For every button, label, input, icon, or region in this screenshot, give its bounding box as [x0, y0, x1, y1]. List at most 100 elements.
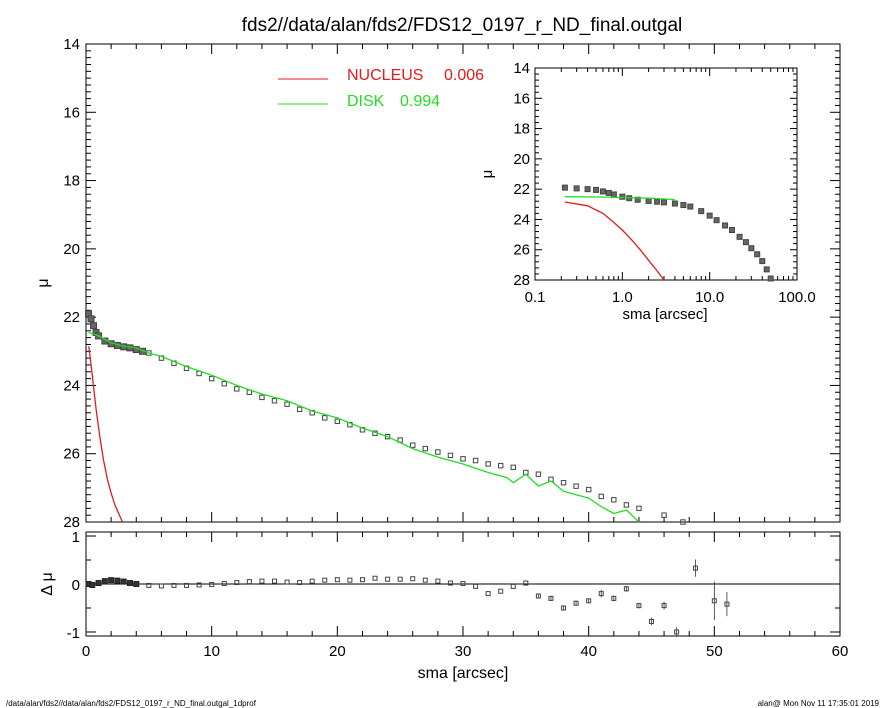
residual-point: [309, 578, 315, 584]
inset-data-point: [593, 186, 600, 193]
data-point: [259, 394, 265, 401]
data-point: [435, 449, 441, 455]
residual-x-axis-label: sma [arcsec]: [418, 665, 509, 682]
residual-point: [548, 595, 554, 601]
inset-panel: 14 16 18 20 22 24 26 280.1 1.0 10.0 100.0 μ sma [a…: [479, 60, 816, 323]
residual-point: [611, 595, 617, 601]
data-point: [334, 418, 341, 424]
residual-point: [561, 605, 567, 611]
inset-y-tick-label: 22: [513, 181, 530, 198]
inset-data-point: [654, 198, 661, 205]
data-point: [422, 445, 429, 452]
data-point: [636, 505, 642, 512]
residual-x-tick-label: 40: [580, 643, 597, 660]
residual-point: [133, 581, 140, 587]
main-y-tick-label: 22: [63, 309, 80, 326]
inset-x-tick-label: 10.0: [695, 289, 724, 306]
residual-y-tick-label: 1: [72, 529, 80, 546]
data-point: [535, 471, 542, 477]
legend-disk-value: 0.994: [400, 93, 440, 110]
residual-point: [234, 580, 240, 586]
inset-disk-model-line: [564, 196, 675, 201]
residual-axis-ticks: 10-10 10 20 30 40 50 60: [67, 529, 849, 660]
residual-y-axis-label: Δ μ: [39, 572, 56, 595]
residual-panel: 10-10 10 20 30 40 50 60 Δ μ sma [arcsec]: [39, 529, 848, 682]
data-point: [510, 464, 516, 471]
data-point: [598, 493, 604, 500]
residual-y-tick-label: 0: [72, 577, 80, 594]
inset-series-group: [561, 184, 774, 282]
data-point: [560, 480, 567, 486]
residual-point: [724, 601, 730, 607]
inset-plot-frame: [534, 67, 798, 281]
residual-x-tick-label: 10: [203, 643, 220, 660]
data-point: [322, 415, 328, 421]
inset-data-point: [706, 212, 713, 219]
main-series-group: [85, 310, 686, 525]
inset-data-point: [634, 196, 641, 203]
inset-data-point: [698, 208, 705, 215]
main-y-tick-label: 18: [63, 173, 80, 190]
residual-point: [573, 600, 579, 606]
data-point: [87, 315, 95, 323]
data-point: [498, 462, 504, 469]
inset-x-axis-label: sma [arcsec]: [622, 306, 707, 323]
residual-point: [435, 578, 441, 584]
residual-point: [586, 598, 592, 604]
residual-x-tick-label: 20: [329, 643, 346, 660]
inset-data-point: [713, 217, 720, 224]
residual-point: [410, 576, 416, 582]
residual-point: [114, 577, 121, 584]
main-y-axis-label: μ: [35, 278, 52, 287]
data-point: [623, 502, 630, 508]
inset-x-tick-label: 0.1: [525, 289, 546, 306]
residual-point: [146, 582, 152, 588]
residual-point: [171, 582, 177, 588]
inset-y-tick-label: 28: [513, 272, 530, 289]
inset-data-point: [754, 251, 761, 258]
inset-data-point: [599, 188, 606, 195]
residual-point: [535, 593, 541, 599]
inset-data-point: [573, 185, 580, 192]
inset-data-point: [736, 233, 743, 240]
inset-data-point: [722, 222, 729, 229]
residual-x-tick-label: 0: [82, 643, 90, 660]
residual-x-tick-label: 30: [455, 643, 472, 660]
inset-y-tick-label: 26: [513, 242, 530, 259]
residual-point: [447, 580, 453, 586]
data-point: [208, 375, 215, 382]
data-point: [460, 456, 466, 462]
residual-point: [460, 581, 466, 587]
inset-y-tick-label: 18: [513, 121, 530, 138]
data-point: [573, 483, 579, 489]
residual-point: [126, 580, 133, 587]
residual-point: [674, 629, 680, 635]
residual-point: [297, 580, 303, 586]
main-y-tick-label: 28: [63, 514, 80, 531]
data-point: [611, 497, 617, 503]
residual-point: [284, 579, 290, 585]
inset-y-tick-label: 20: [513, 151, 530, 168]
inset-data-point: [561, 184, 568, 191]
inset-data-point: [584, 186, 591, 193]
inset-data-point: [610, 191, 617, 198]
inset-y-axis-label: μ: [479, 170, 496, 179]
data-point: [284, 401, 290, 407]
data-point: [221, 381, 227, 387]
residual-point: [196, 582, 202, 588]
inset-data-point: [759, 258, 766, 265]
legend-disk-label: DISK: [347, 93, 385, 110]
inset-data-point: [767, 275, 774, 282]
residual-point: [385, 576, 391, 582]
residual-point: [692, 565, 698, 571]
legend-nucleus-label: NUCLEUS: [347, 67, 423, 84]
data-point: [410, 442, 416, 448]
main-plot-frame: [85, 43, 841, 523]
data-point: [271, 398, 278, 404]
residual-point: [209, 581, 215, 587]
inset-y-tick-label: 14: [513, 60, 530, 77]
residual-point: [322, 577, 328, 583]
chart-title: fds2//data/alan/fds2/FDS12_0197_r_ND_fin…: [242, 15, 682, 36]
inset-data-point: [687, 203, 694, 210]
inset-y-tick-label: 24: [513, 211, 530, 228]
